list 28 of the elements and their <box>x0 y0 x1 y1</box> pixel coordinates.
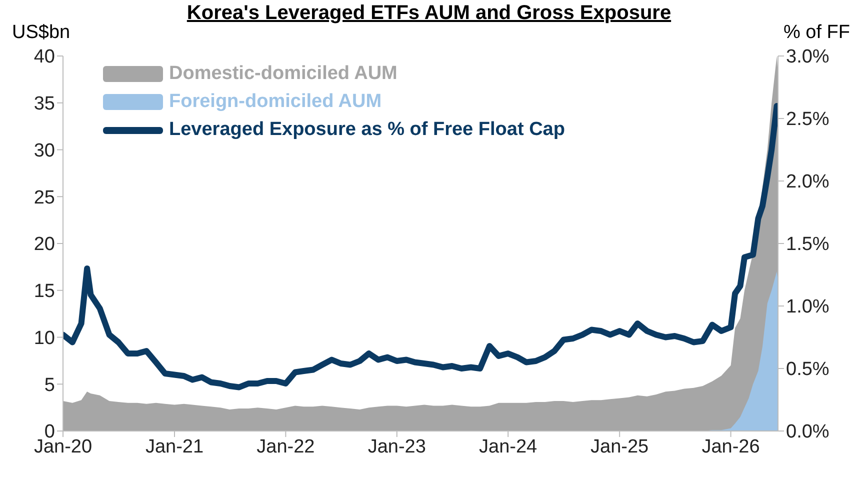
y-tick-label: 40 <box>34 46 55 68</box>
y2-axis-title: % of FF <box>783 22 850 44</box>
y2-tick-label: 1.0% <box>786 296 830 318</box>
x-tick-label: Jan-26 <box>702 436 760 458</box>
y-tick-label: 5 <box>44 374 55 396</box>
legend-label: Leveraged Exposure as % of Free Float Cap <box>169 119 565 141</box>
y2-tick-label: 1.5% <box>786 234 830 256</box>
x-tick-label: Jan-24 <box>479 436 538 458</box>
y-tick-label: 10 <box>34 328 55 349</box>
y-tick-label: 20 <box>34 234 55 256</box>
y-tick-label: 30 <box>34 140 55 162</box>
y-axis-title: US$bn <box>12 22 70 44</box>
y-tick-label: 35 <box>34 94 55 115</box>
chart-title: Korea's Leveraged ETFs AUM and Gross Exposure <box>186 2 672 24</box>
x-tick-label: Jan-23 <box>368 436 426 458</box>
x-tick-label: Jan-21 <box>145 436 204 458</box>
legend-label: Foreign-domiciled AUM <box>169 91 382 113</box>
y-tick-label: 0 <box>44 422 55 443</box>
y2-tick-label: 3.0% <box>786 46 830 68</box>
legend-label: Domestic-domiciled AUM <box>169 63 398 85</box>
y2-tick-label: 0.0% <box>786 422 830 443</box>
y2-tick-label: 2.0% <box>786 172 830 193</box>
x-tick-label: Jan-25 <box>590 436 649 458</box>
y2-tick-label: 2.5% <box>786 109 830 130</box>
x-tick-label: Jan-22 <box>256 436 315 458</box>
y-tick-label: 25 <box>34 187 55 208</box>
y-tick-label: 15 <box>34 281 55 302</box>
y2-tick-label: 0.5% <box>786 359 830 380</box>
